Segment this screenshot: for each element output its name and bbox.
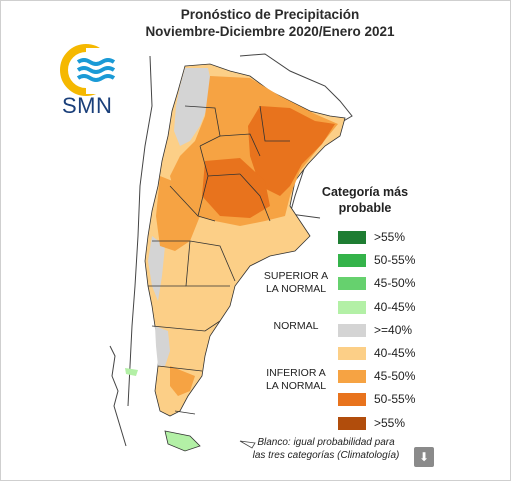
legend-item: 45-50% [337,368,447,386]
legend-item: >=40% [337,322,447,340]
province-borders [148,105,290,415]
legend-label: 45-50% [374,276,416,291]
legend-swatch [337,346,367,361]
group-label-inferior: INFERIOR A LA NORMAL [262,367,330,393]
legend-item: 50-55% [337,391,447,409]
footnote: Blanco: igual probabilidad para las tres… [236,437,416,462]
legend-item: 45-50% [337,275,447,293]
dark-orange-region-center [202,158,270,218]
legend-label: >55% [374,230,406,244]
title-line-1: Pronóstico de Precipitación [180,7,360,22]
group-label-normal: NORMAL [273,320,319,332]
legend-title-line-1: Categoría más [321,185,409,199]
legend-swatch [337,392,367,408]
legend-label: 50-55% [374,253,416,268]
download-arrow-icon[interactable]: ⬇ [414,447,434,467]
group-label-inferior-line-1: INFERIOR A [266,367,326,379]
map-title: Pronóstico de Precipitación Noviembre-Di… [60,6,480,40]
above-normal-region-sc [125,368,138,376]
legend-title: Categoría más probable [310,184,420,216]
group-label-superior-line-1: SUPERIOR A [263,270,329,282]
legend-item: 40-45% [337,345,447,363]
footnote-line-1: Blanco: igual probabilidad para [257,437,395,448]
smn-logo-icon [60,44,118,96]
legend-swatch [337,299,367,315]
legend-item: >55% [337,229,447,247]
normal-region-west [148,236,165,301]
legend-label: 50-55% [374,392,416,407]
legend-swatch [337,276,367,292]
mid-orange-region-center [156,176,200,251]
smn-logo-text: SMN [62,93,113,118]
legend-label: 45-50% [374,369,416,384]
footnote-line-2: las tres categorías (Climatología) [252,449,400,461]
legend-swatch [337,415,367,431]
title-line-2: Noviembre-Diciembre 2020/Enero 2021 [145,24,395,39]
legend-label: >=40% [374,322,413,337]
legend-item: 50-55% [337,252,447,270]
legend-swatch [337,369,367,385]
mid-orange-region-south [170,366,195,396]
legend-label: >55% [374,415,406,430]
legend-swatch [337,253,367,269]
argentina-precipitation-map [109,53,353,452]
legend-item: >55% [337,415,447,433]
legend-label: 40-45% [374,299,416,314]
normal-region-north [174,68,212,146]
legend-title-line-2: probable [338,201,392,215]
legend-swatch [337,230,367,245]
legend-swatch [337,322,367,338]
normal-region-south [155,326,170,366]
group-label-superior: SUPERIOR A LA NORMAL [262,270,330,296]
group-label-superior-line-2: LA NORMAL [265,283,327,295]
legend-item: 40-45% [337,299,447,317]
legend-label: 40-45% [374,346,416,360]
dark-orange-region-ne [248,106,335,196]
group-label-inferior-line-2: LA NORMAL [265,380,327,392]
above-normal-region-tdf [164,430,201,452]
